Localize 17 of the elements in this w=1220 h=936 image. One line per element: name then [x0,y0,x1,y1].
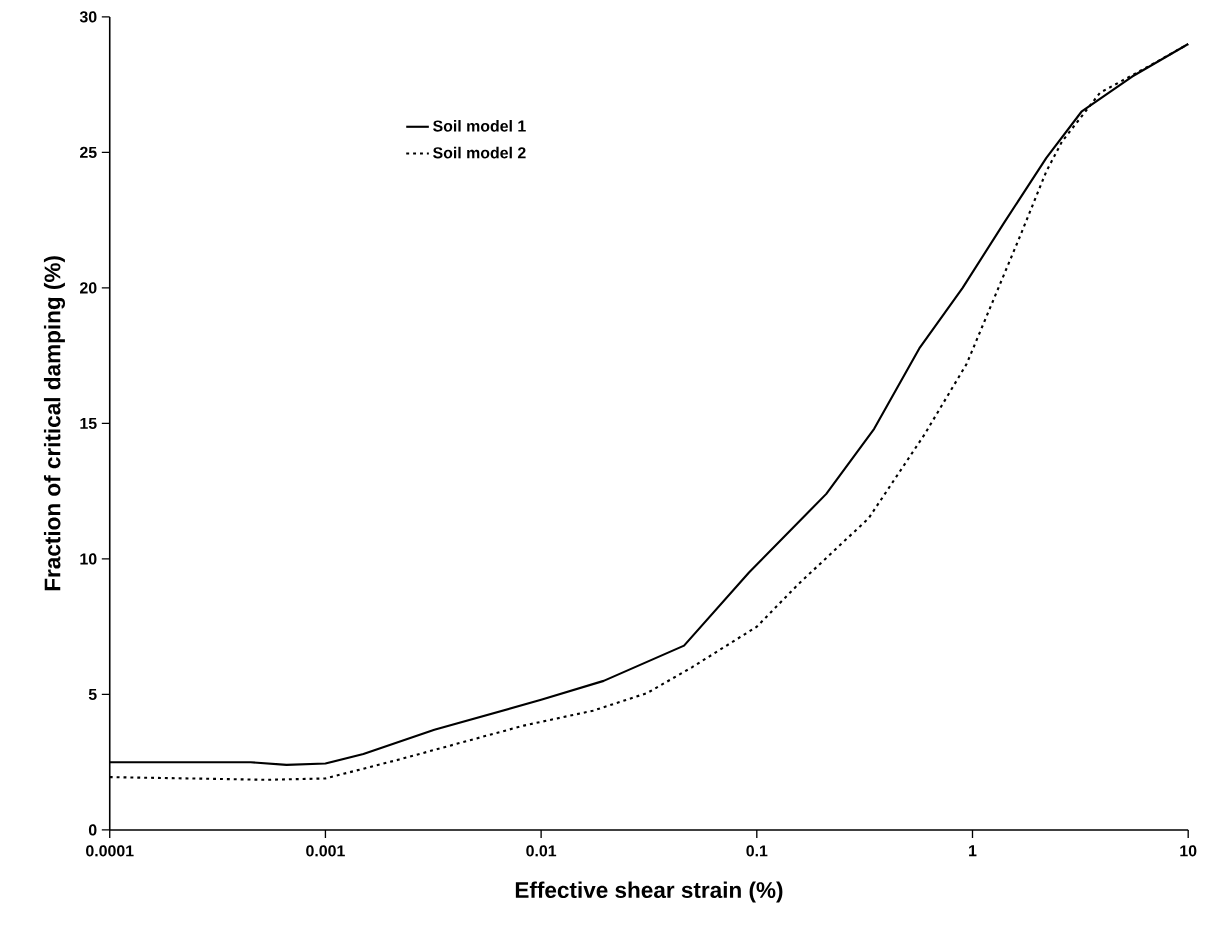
x-tick-label: 0.01 [526,845,557,857]
legend-label: Soil model 2 [433,146,526,159]
x-tick-label: 0.001 [306,845,345,857]
y-tick-label: 10 [80,553,97,565]
x-tick-label: 0.1 [746,845,768,857]
y-tick-label: 0 [88,824,97,836]
y-tick-label: 15 [80,417,97,429]
y-tick-label: 30 [79,11,97,23]
x-tick-label: 1 [969,845,977,857]
y-tick-label: 20 [80,282,97,294]
x-tick-label: 10 [1180,845,1197,857]
legend-label: Soil model 1 [433,119,526,132]
y-tick-label: 5 [88,688,97,700]
y-axis-title: Fraction of critical damping (%) [43,256,66,591]
x-axis-title: Effective shear strain (%) [515,881,783,903]
x-tick-label: 0.0001 [86,845,134,857]
y-tick-label: 25 [80,146,97,158]
